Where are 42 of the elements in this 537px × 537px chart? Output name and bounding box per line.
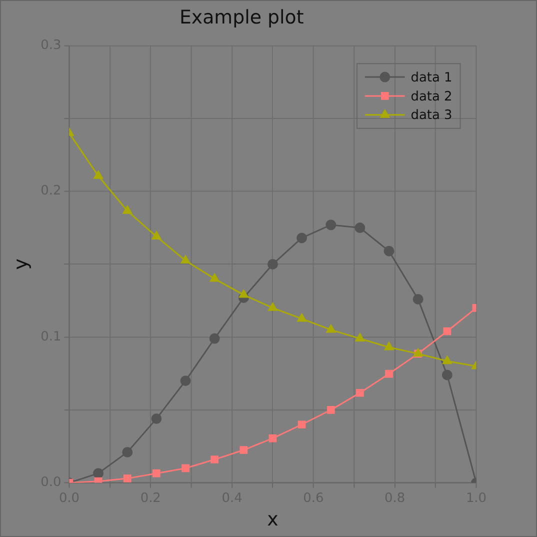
point [182, 464, 190, 472]
point [442, 370, 452, 380]
point [151, 413, 162, 424]
point [152, 469, 160, 478]
point [355, 333, 365, 342]
point [268, 434, 277, 442]
point [326, 324, 336, 333]
point [298, 420, 306, 428]
legend-label: data 1 [410, 70, 452, 86]
point [268, 302, 278, 311]
x-axis-title: x [267, 508, 278, 531]
point [443, 327, 452, 336]
point [123, 474, 132, 482]
point [210, 274, 220, 282]
point [122, 206, 132, 214]
point [209, 333, 220, 344]
point [356, 388, 364, 397]
point [210, 456, 218, 464]
y-axis-title: y [10, 258, 32, 270]
point [94, 170, 103, 179]
point [442, 356, 452, 364]
point [384, 246, 394, 256]
chart-title: Example plot [179, 6, 304, 28]
legend-label: data 2 [410, 89, 452, 104]
point [412, 294, 424, 304]
point [384, 342, 394, 350]
point [180, 255, 190, 264]
point [94, 477, 102, 483]
point [122, 446, 133, 458]
point [385, 370, 393, 378]
point [296, 232, 308, 244]
point [267, 258, 278, 270]
point [240, 446, 248, 454]
point [93, 468, 104, 479]
point [180, 376, 191, 386]
point [326, 406, 335, 414]
point [326, 220, 336, 230]
legend-label: data 3 [410, 108, 452, 124]
point [354, 222, 366, 234]
point [152, 231, 162, 240]
point [297, 313, 306, 322]
point [239, 290, 248, 298]
